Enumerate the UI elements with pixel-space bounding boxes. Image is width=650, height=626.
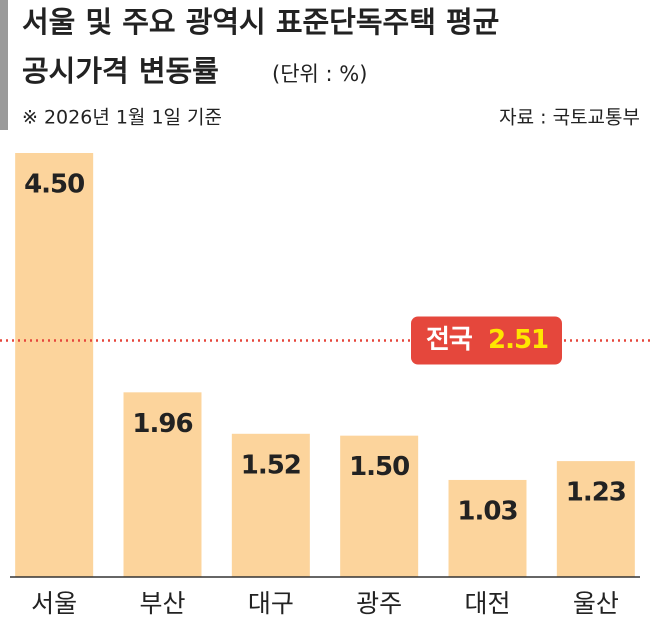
value-label: 1.23	[566, 478, 626, 508]
chart-title: 공시가격 변동률	[22, 54, 219, 88]
value-label: 4.50	[24, 170, 84, 200]
header-bar	[0, 0, 8, 130]
x-tick-label: 서울	[31, 589, 77, 618]
value-label: 1.96	[132, 409, 192, 439]
value-label: 1.03	[457, 496, 517, 526]
bar	[231, 433, 310, 577]
bar	[340, 435, 419, 577]
source: 자료 : 국토교통부	[499, 107, 640, 129]
x-tick-label: 부산	[139, 589, 185, 618]
chart-title: 서울 및 주요 광역시 표준단독주택 평균	[22, 5, 499, 39]
x-tick-label: 울산	[573, 589, 619, 618]
value-label: 1.50	[349, 452, 409, 482]
x-tick-label: 광주	[356, 589, 402, 618]
unit-label: (단위 : %)	[272, 62, 367, 86]
bar	[123, 392, 202, 577]
reference-box	[411, 316, 562, 365]
x-tick-label: 대전	[464, 589, 510, 618]
bar	[15, 153, 94, 577]
reference-name: 전국	[426, 325, 473, 355]
x-tick-label: 대구	[248, 589, 294, 618]
bar	[556, 461, 635, 577]
reference-value: 2.51	[488, 325, 548, 355]
value-label: 1.52	[241, 450, 301, 480]
bar	[448, 479, 527, 577]
note: ※ 2026년 1월 1일 기준	[22, 107, 222, 129]
